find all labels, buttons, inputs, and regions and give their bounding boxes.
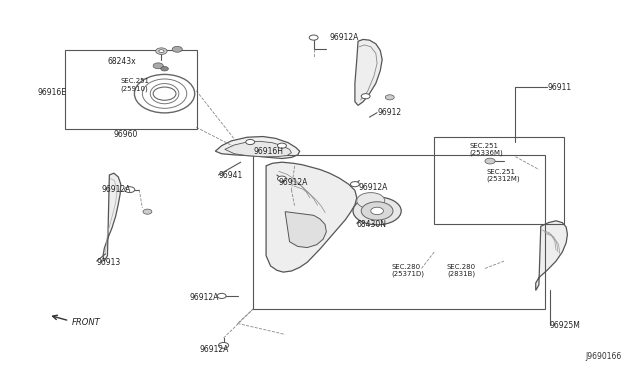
Text: 68243x: 68243x (108, 57, 136, 66)
Text: 96916E: 96916E (38, 88, 67, 97)
Polygon shape (355, 39, 382, 105)
Circle shape (309, 35, 318, 40)
Circle shape (353, 197, 401, 225)
Text: 96916H: 96916H (253, 147, 284, 156)
Bar (253, 155, 545, 309)
Circle shape (217, 294, 226, 298)
Text: 96912A: 96912A (330, 33, 359, 42)
Polygon shape (536, 221, 568, 291)
Bar (434, 137, 564, 224)
Circle shape (125, 187, 135, 193)
Text: 96912A: 96912A (358, 183, 387, 192)
Circle shape (278, 143, 286, 148)
Bar (65, 51, 197, 129)
Text: 96912: 96912 (377, 108, 401, 117)
Circle shape (351, 182, 359, 187)
Circle shape (161, 67, 168, 71)
Circle shape (278, 176, 286, 181)
Circle shape (153, 87, 176, 100)
Circle shape (156, 48, 167, 54)
Text: FRONT: FRONT (71, 318, 100, 327)
Text: 96912A: 96912A (190, 293, 220, 302)
Text: 96941: 96941 (218, 170, 243, 180)
Text: 96912A: 96912A (101, 185, 131, 194)
Circle shape (159, 50, 164, 52)
Circle shape (172, 46, 182, 52)
Text: 96960: 96960 (114, 130, 138, 139)
Text: SEC.251
(25336M): SEC.251 (25336M) (469, 142, 503, 156)
Text: 96912A: 96912A (279, 178, 308, 187)
Text: 96925M: 96925M (550, 321, 580, 330)
Circle shape (356, 193, 385, 209)
Text: 68430N: 68430N (356, 220, 387, 229)
Circle shape (361, 202, 393, 220)
Circle shape (153, 63, 163, 69)
Polygon shape (225, 141, 291, 157)
Text: SEC.251
(25312M): SEC.251 (25312M) (486, 169, 520, 183)
Circle shape (485, 158, 495, 164)
Circle shape (143, 209, 152, 214)
Polygon shape (103, 173, 121, 261)
Text: SEC.280
(2831B): SEC.280 (2831B) (447, 263, 476, 277)
Polygon shape (215, 137, 300, 158)
Text: 96911: 96911 (547, 83, 572, 92)
Circle shape (371, 207, 383, 215)
Circle shape (361, 94, 370, 99)
Circle shape (218, 343, 228, 348)
Text: 96913: 96913 (97, 259, 121, 267)
Text: SEC.280
(25371D): SEC.280 (25371D) (391, 263, 424, 277)
Text: 96912A: 96912A (200, 344, 229, 353)
Circle shape (246, 140, 255, 145)
Circle shape (385, 95, 394, 100)
Text: SEC.251
(25910): SEC.251 (25910) (120, 78, 149, 92)
Text: J9690166: J9690166 (585, 352, 621, 361)
Polygon shape (266, 162, 356, 272)
Polygon shape (285, 212, 326, 247)
